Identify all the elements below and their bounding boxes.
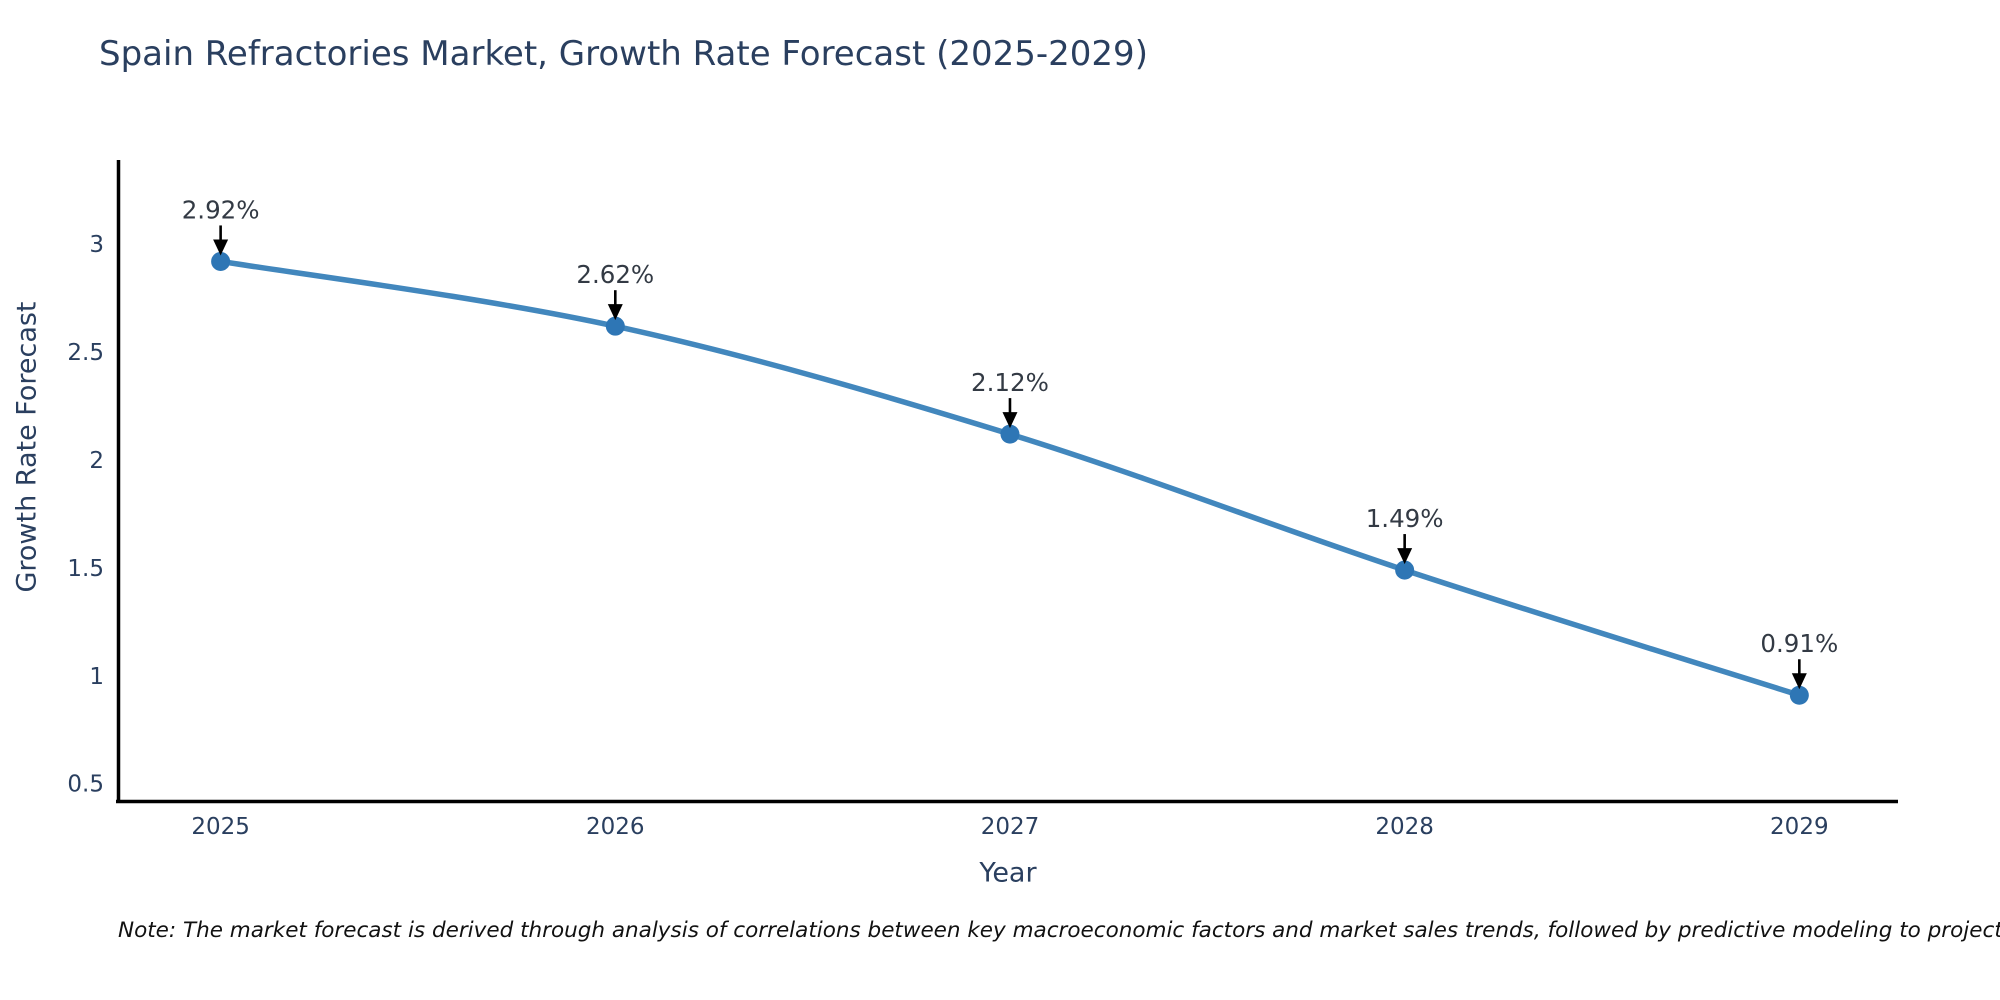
data-point-marker bbox=[1789, 685, 1809, 705]
data-point-marker bbox=[605, 316, 625, 336]
trend-line bbox=[217, 258, 1803, 698]
x-tick-label: 2029 bbox=[1770, 814, 1829, 840]
annotation-arrowhead bbox=[1791, 673, 1807, 690]
x-tick-label: 2027 bbox=[981, 814, 1040, 840]
chart-title: Spain Refractories Market, Growth Rate F… bbox=[99, 34, 1148, 74]
annotation-label: 0.91% bbox=[1760, 629, 1838, 658]
data-point-marker bbox=[211, 251, 231, 271]
data-point-marker bbox=[1000, 424, 1020, 444]
annotation-arrowhead bbox=[1002, 412, 1018, 429]
y-tick-label: 1 bbox=[89, 664, 104, 690]
x-tick-label: 2025 bbox=[191, 814, 250, 840]
footnote: Note: The market forecast is derived thr… bbox=[118, 918, 2000, 943]
y-axis-title: Growth Rate Forecast bbox=[11, 301, 43, 593]
y-tick-label: 2.5 bbox=[67, 340, 104, 366]
annotation-arrowhead bbox=[213, 239, 229, 256]
annotation-label: 1.49% bbox=[1366, 504, 1444, 533]
annotation-label: 2.62% bbox=[576, 260, 654, 289]
annotation-label: 2.12% bbox=[971, 368, 1049, 397]
annotation-arrowhead bbox=[607, 304, 623, 321]
y-tick-label: 0.5 bbox=[67, 772, 104, 798]
x-axis-title: Year bbox=[979, 857, 1037, 889]
annotation-arrowhead bbox=[1397, 548, 1413, 565]
y-tick-label: 2 bbox=[89, 448, 104, 474]
y-tick-label: 3 bbox=[89, 232, 104, 258]
data-point-marker bbox=[1395, 560, 1415, 580]
x-tick-label: 2028 bbox=[1375, 814, 1434, 840]
annotation-label: 2.92% bbox=[182, 195, 260, 224]
x-tick-label: 2026 bbox=[586, 814, 645, 840]
y-tick-label: 1.5 bbox=[67, 556, 104, 582]
